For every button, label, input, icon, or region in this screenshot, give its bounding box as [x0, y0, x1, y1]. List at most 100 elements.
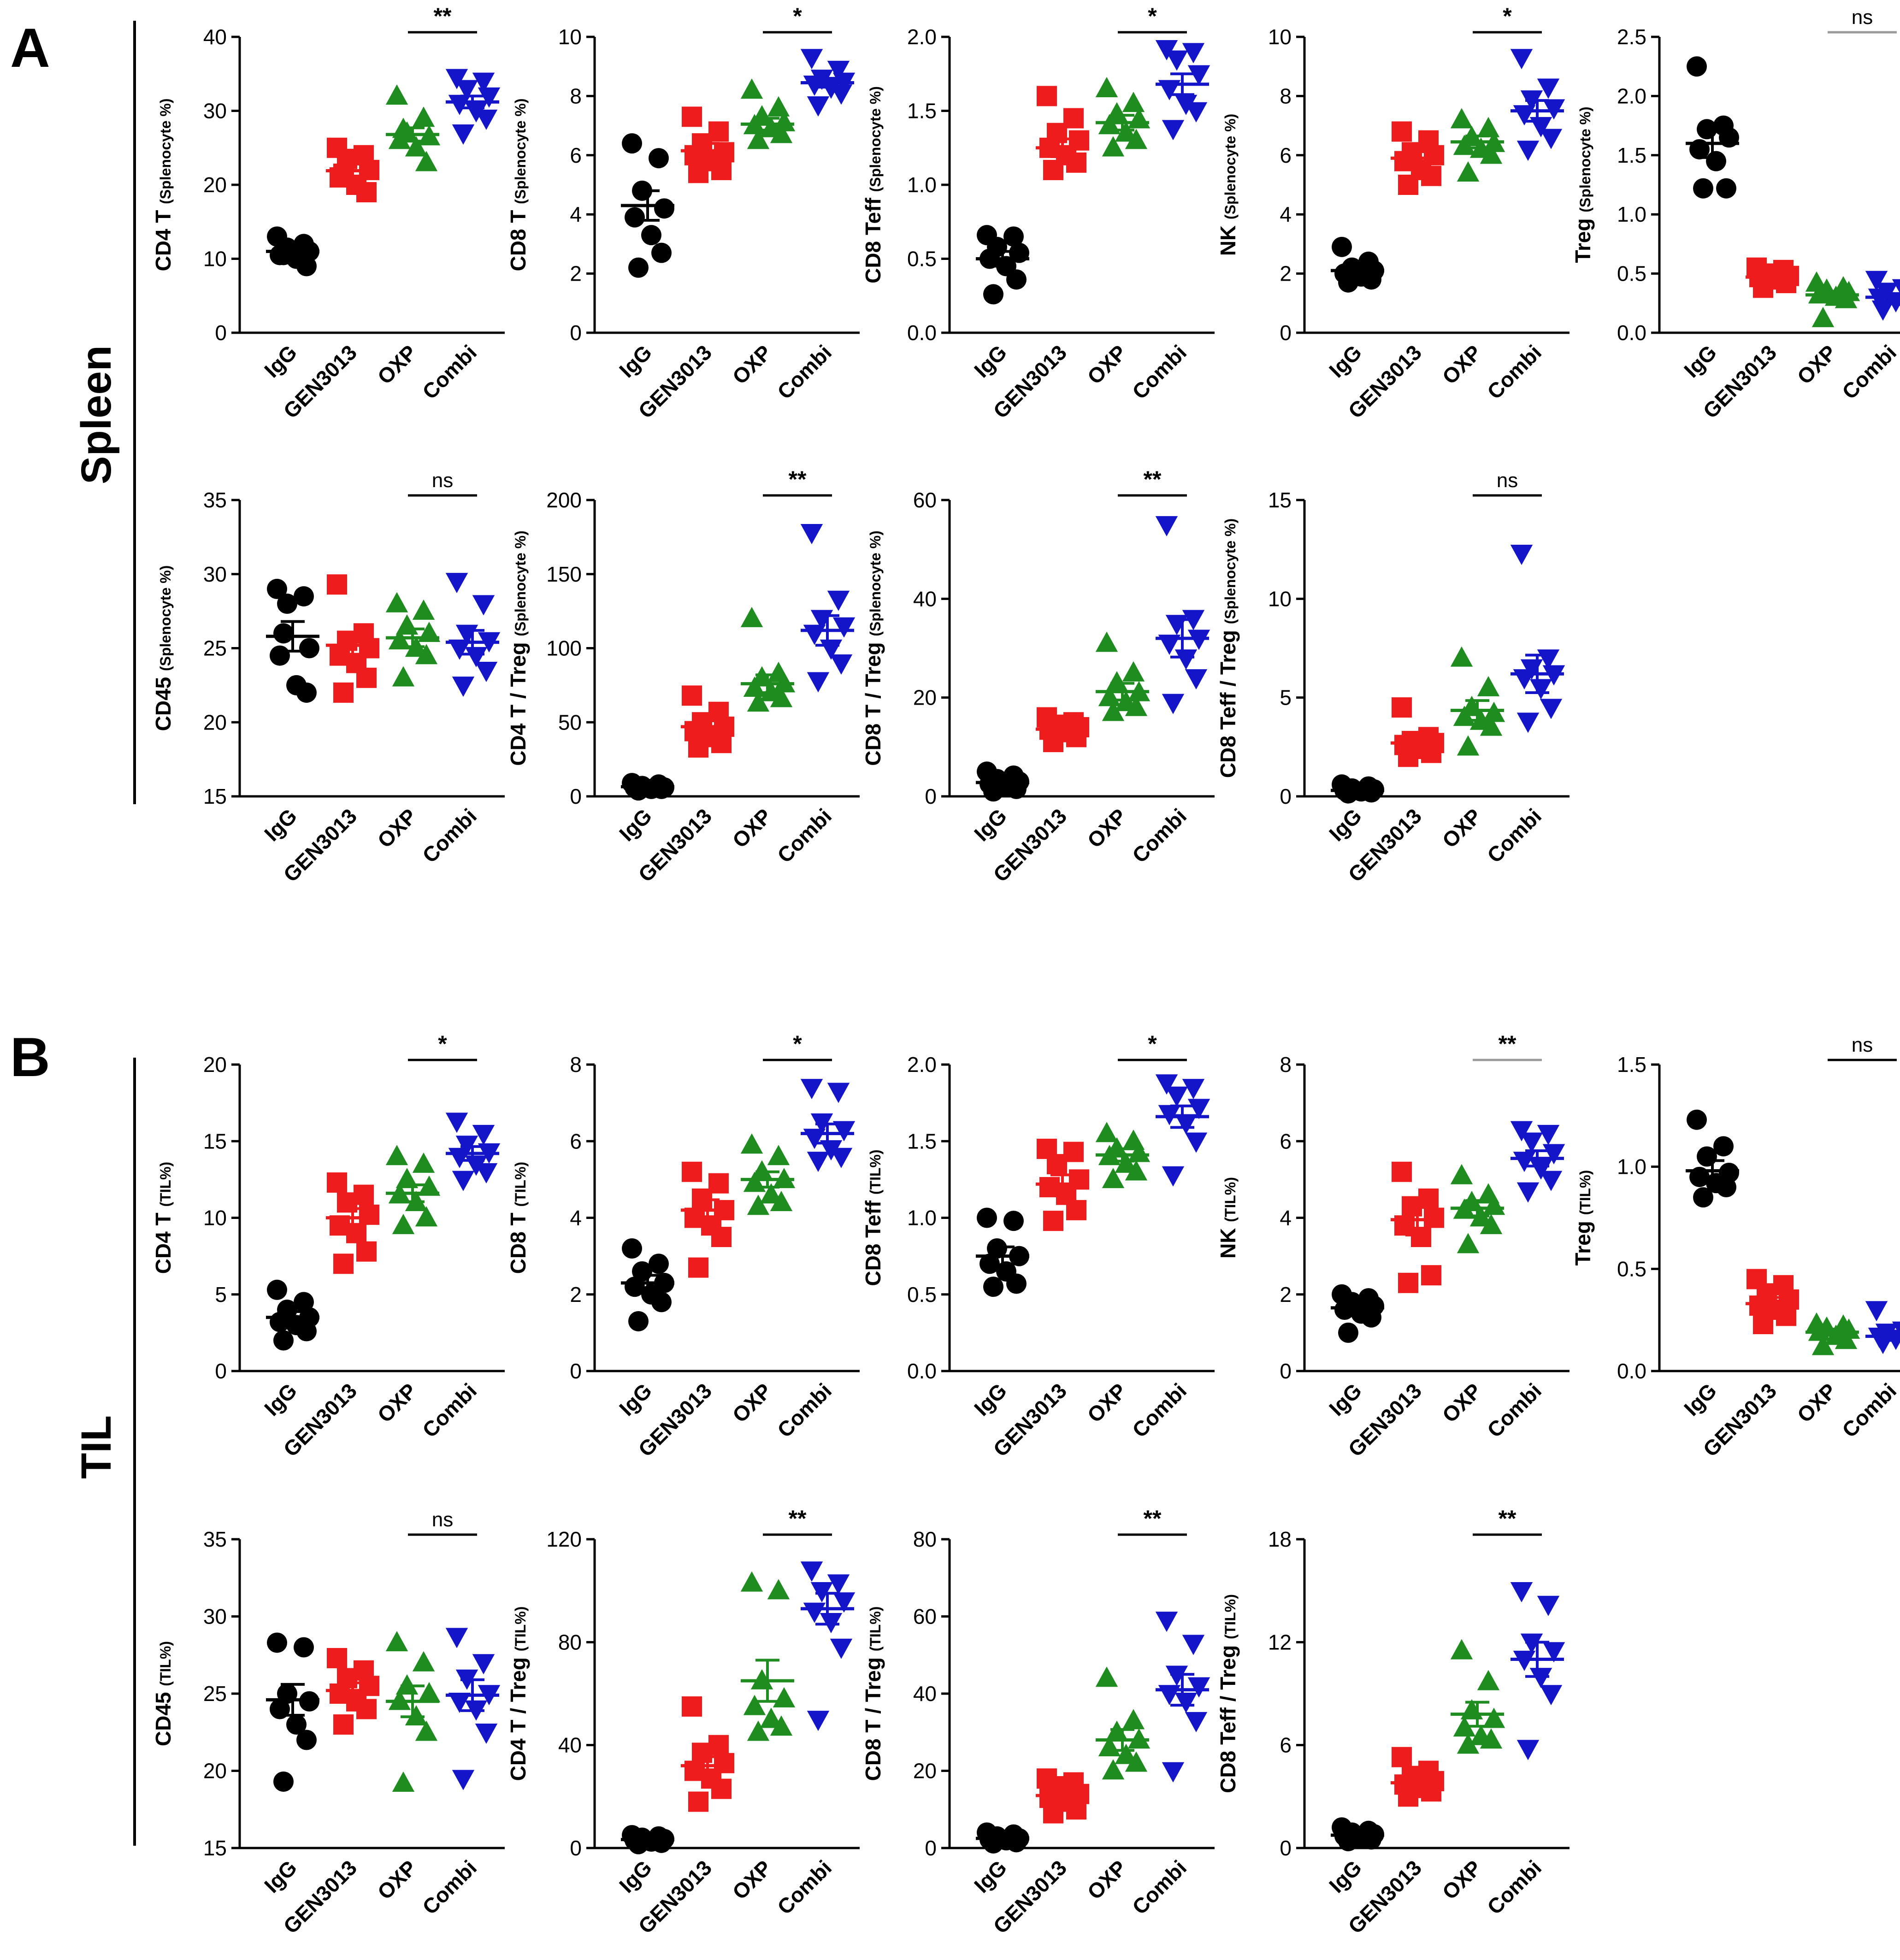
- data-point: [651, 778, 672, 799]
- data-point: [294, 1637, 314, 1658]
- y-tick-label: 2: [1280, 262, 1292, 286]
- data-point: [1706, 151, 1726, 171]
- significance-label: **: [1499, 1506, 1516, 1531]
- series-oxp: [1095, 1122, 1151, 1189]
- data-point: [711, 1778, 732, 1799]
- data-point: [641, 225, 661, 246]
- data-point: [273, 623, 294, 644]
- series-oxp: [1450, 108, 1505, 182]
- data-point: [1520, 1633, 1543, 1654]
- data-point: [392, 666, 415, 687]
- data-point: [273, 1330, 294, 1351]
- data-point: [1174, 1114, 1198, 1135]
- data-point: [1716, 178, 1736, 199]
- y-tick-label: 0.0: [1617, 1359, 1646, 1383]
- y-tick-label: 10: [1268, 25, 1292, 49]
- series-combi: [1510, 1582, 1565, 1760]
- y-tick-label: 5: [215, 1283, 227, 1307]
- data-point: [405, 1705, 428, 1725]
- data-point: [333, 1714, 354, 1735]
- data-point: [412, 599, 435, 620]
- data-point: [1165, 1666, 1188, 1686]
- y-tick-label: 0.0: [907, 321, 937, 345]
- data-point: [1457, 1733, 1480, 1754]
- data-point: [1043, 732, 1063, 753]
- series-oxp: [1450, 1639, 1505, 1754]
- series-gen3013: [326, 574, 379, 703]
- y-tick-label: 0: [570, 1836, 582, 1860]
- data-point: [452, 1171, 475, 1191]
- data-point: [415, 151, 438, 171]
- series-oxp: [1450, 1164, 1505, 1254]
- y-axis-label-main: CD8 T: [506, 204, 530, 271]
- x-tick-label: Combi: [1482, 340, 1546, 404]
- y-tick-label: 0.5: [1617, 1257, 1646, 1281]
- data-point: [1480, 1728, 1503, 1749]
- data-point: [294, 1292, 314, 1313]
- data-point: [1102, 1168, 1125, 1189]
- data-point: [807, 1711, 830, 1731]
- series-oxp: [385, 592, 441, 687]
- data-point: [1516, 712, 1540, 733]
- series-combi: [445, 1628, 501, 1790]
- data-point: [740, 78, 763, 99]
- y-axis-label-sub: (TIL%): [867, 1149, 884, 1195]
- y-axis-label-main: Treg: [1571, 1215, 1595, 1265]
- y-tick-label: 2: [570, 1283, 582, 1307]
- x-tick-label: OXP: [1083, 1855, 1131, 1904]
- y-axis-label: CD8 Teff / Treg (Splenocyte %): [1216, 518, 1240, 778]
- y-axis-label-main: CD8 Teff / Treg: [1216, 1639, 1240, 1793]
- y-tick-label: 1.0: [1617, 202, 1646, 226]
- y-axis-label-sub: (TIL%): [512, 1607, 529, 1652]
- data-point: [1693, 178, 1713, 199]
- y-tick-label: 0: [570, 1359, 582, 1383]
- series-combi: [1510, 1121, 1565, 1203]
- series-igg: [621, 1825, 674, 1854]
- x-tick-label: IgG: [1679, 340, 1721, 382]
- y-axis-label-main: CD4 T / Treg: [506, 636, 530, 766]
- data-point: [983, 1277, 1003, 1297]
- data-point: [1185, 102, 1208, 123]
- data-point: [1871, 300, 1894, 321]
- data-point: [418, 1175, 441, 1196]
- y-tick-label: 15: [1268, 488, 1292, 512]
- data-point: [1510, 545, 1533, 565]
- x-tick-label: IgG: [1324, 1378, 1366, 1420]
- y-tick-label: 40: [913, 1682, 937, 1706]
- series-combi: [445, 573, 501, 697]
- data-point: [472, 1124, 495, 1145]
- y-tick-label: 4: [570, 202, 582, 226]
- data-point: [1516, 141, 1540, 161]
- data-point: [1753, 277, 1773, 298]
- data-point: [688, 163, 708, 183]
- x-tick-label: IgG: [260, 804, 301, 846]
- data-point: [455, 80, 478, 100]
- data-point: [827, 1083, 850, 1103]
- y-tick-label: 20: [913, 686, 937, 710]
- data-point: [1392, 1161, 1412, 1182]
- data-point: [1835, 288, 1858, 308]
- data-point: [270, 645, 290, 666]
- data-point: [1162, 120, 1185, 141]
- data-point: [1043, 1803, 1063, 1824]
- data-point: [1450, 108, 1473, 129]
- data-point: [1537, 1124, 1560, 1145]
- y-tick-label: 4: [570, 1206, 582, 1230]
- data-point: [1697, 1146, 1717, 1167]
- series-igg: [1686, 56, 1739, 199]
- series-gen3013: [1391, 1161, 1444, 1293]
- data-point: [711, 1227, 732, 1248]
- y-axis-label-sub: (TIL%): [1222, 1177, 1239, 1222]
- x-tick-label: OXP: [728, 340, 776, 388]
- data-point: [1182, 43, 1205, 64]
- series-oxp: [1805, 271, 1860, 327]
- significance-label: **: [1499, 1031, 1516, 1057]
- x-tick-label: Combi: [773, 1855, 836, 1919]
- series-igg: [976, 225, 1029, 305]
- y-axis-label: CD45 (Splenocyte %): [151, 565, 175, 731]
- data-point: [445, 573, 468, 594]
- data-point: [452, 677, 475, 697]
